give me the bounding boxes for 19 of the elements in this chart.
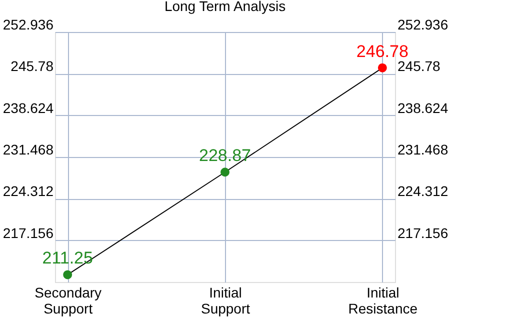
y2-tick-label: 245.78 [398,58,441,74]
chart-title: Long Term Analysis [164,0,286,14]
y2-tick-label: 217.156 [398,224,448,241]
y-tick-label: 231.468 [2,142,54,158]
x-tick-label: Secondary Support [34,284,102,316]
x-tick-label: Initial Resistance [348,284,418,316]
data-label: 246.78 [356,42,408,61]
y-tick-label: 245.78 [10,58,54,74]
y2-tick-label: 224.312 [398,183,448,200]
x-tick-label: Initial Support [200,284,250,316]
y2-tick-label: 231.468 [398,142,448,158]
y2-tick-label: 252.936 [398,16,448,32]
data-label: 228.87 [199,146,251,166]
y-tick-label: 224.312 [2,183,54,200]
y-tick-label: 238.624 [2,100,54,116]
y2-tick-label: 238.624 [398,100,448,116]
y-tick-label: 252.936 [2,16,54,32]
data-label: 211.25 [42,248,93,268]
y-tick-label: 217.156 [2,224,54,241]
